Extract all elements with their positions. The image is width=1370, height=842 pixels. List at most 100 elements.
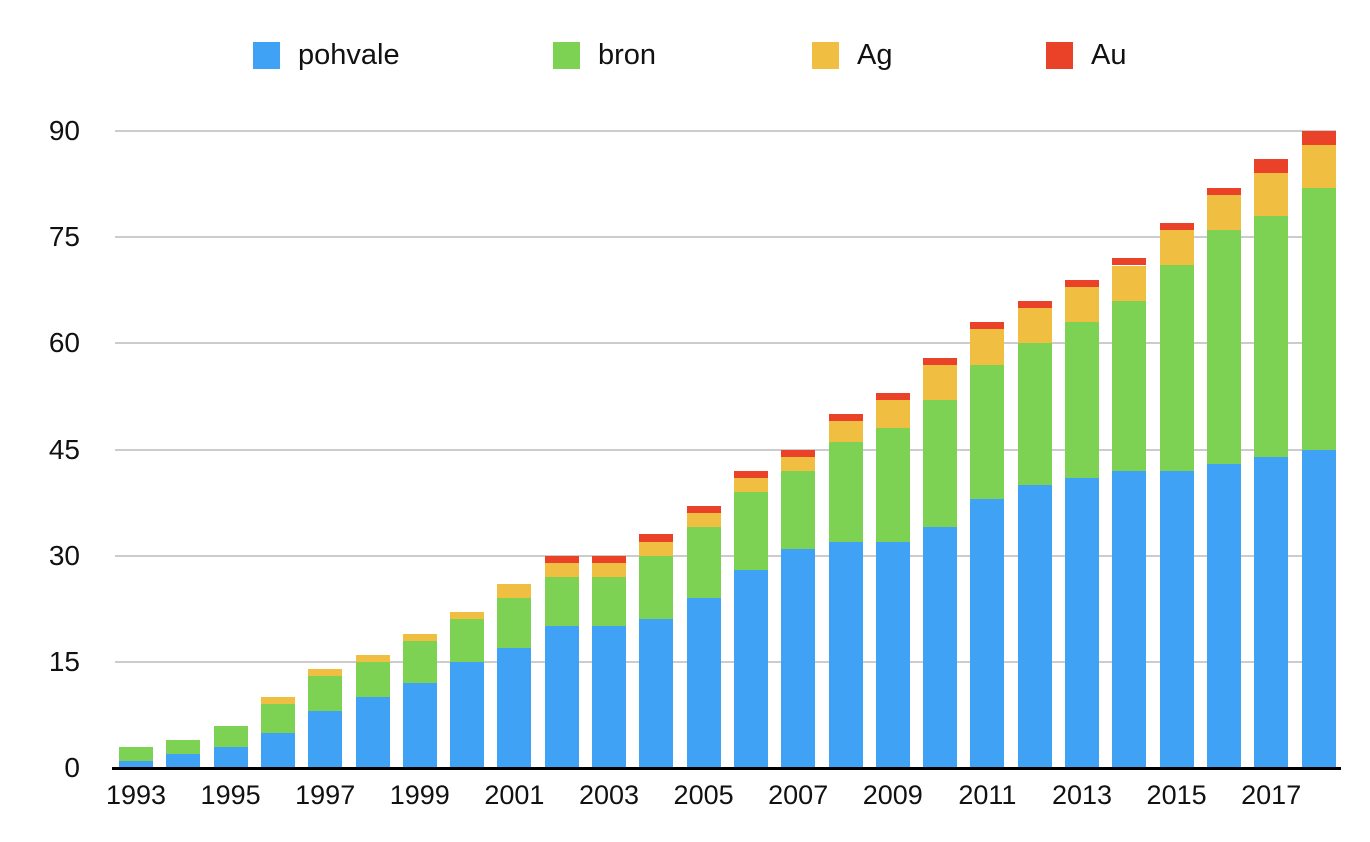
- bar-segment-Ag-2018[interactable]: [1301, 145, 1336, 188]
- bar-segment-bron-2008[interactable]: [828, 442, 863, 542]
- bar-segment-Au-2006[interactable]: [733, 470, 768, 478]
- bar-segment-Au-2017[interactable]: [1254, 159, 1289, 174]
- bar-segment-bron-2014[interactable]: [1112, 300, 1147, 471]
- bar-segment-pohvale-2008[interactable]: [828, 541, 863, 768]
- bar-segment-pohvale-1999[interactable]: [402, 683, 437, 768]
- bar-segment-bron-2009[interactable]: [875, 428, 910, 542]
- bar-segment-bron-1995[interactable]: [213, 725, 248, 747]
- bar-segment-bron-2004[interactable]: [639, 555, 674, 620]
- bar-segment-pohvale-2015[interactable]: [1159, 470, 1194, 768]
- bar-segment-Au-2011[interactable]: [970, 322, 1005, 330]
- bar-segment-bron-1998[interactable]: [355, 661, 390, 698]
- bar-segment-bron-1996[interactable]: [260, 704, 295, 733]
- bar-segment-Ag-2017[interactable]: [1254, 173, 1289, 216]
- bar-segment-pohvale-2002[interactable]: [544, 626, 579, 768]
- bar-segment-bron-2001[interactable]: [497, 598, 532, 648]
- bar-segment-pohvale-2000[interactable]: [450, 661, 485, 768]
- bar-segment-bron-2010[interactable]: [923, 399, 958, 528]
- bar-segment-Ag-1996[interactable]: [260, 697, 295, 705]
- bar-segment-Au-2004[interactable]: [639, 534, 674, 542]
- bar-segment-pohvale-2010[interactable]: [923, 527, 958, 768]
- bar-segment-Au-2018[interactable]: [1301, 131, 1336, 146]
- bar-segment-Ag-2010[interactable]: [923, 364, 958, 400]
- bar-segment-pohvale-2013[interactable]: [1065, 477, 1099, 768]
- bar-segment-bron-2012[interactable]: [1017, 343, 1052, 485]
- bar-segment-Au-2009[interactable]: [875, 392, 910, 400]
- bar-segment-Au-2010[interactable]: [923, 357, 958, 365]
- bar-segment-Au-2015[interactable]: [1159, 223, 1194, 231]
- bar-segment-Ag-2001[interactable]: [497, 584, 532, 599]
- bar-2013: [1065, 131, 1099, 768]
- bar-segment-pohvale-2009[interactable]: [875, 541, 910, 768]
- bar-segment-bron-2007[interactable]: [781, 470, 816, 549]
- bar-segment-bron-2018[interactable]: [1301, 187, 1336, 450]
- bar-segment-bron-2011[interactable]: [970, 364, 1005, 500]
- legend-item-bron[interactable]: bron: [553, 39, 656, 71]
- bar-segment-Ag-2006[interactable]: [733, 477, 768, 492]
- bar-segment-Ag-2003[interactable]: [592, 562, 626, 577]
- x-axis-label-2007: 2007: [768, 780, 829, 810]
- bar-segment-Ag-1997[interactable]: [308, 668, 343, 676]
- bar-segment-Ag-2014[interactable]: [1112, 265, 1147, 301]
- legend-item-pohvale[interactable]: pohvale: [253, 39, 400, 71]
- bar-segment-pohvale-2006[interactable]: [733, 569, 768, 768]
- bar-segment-Ag-2008[interactable]: [828, 421, 863, 443]
- bar-segment-bron-1999[interactable]: [402, 640, 437, 684]
- bar-segment-Au-2014[interactable]: [1112, 258, 1147, 266]
- bar-segment-Ag-2000[interactable]: [450, 612, 485, 620]
- bar-segment-pohvale-2016[interactable]: [1206, 463, 1241, 768]
- bar-segment-Ag-2002[interactable]: [544, 562, 579, 577]
- bar-segment-Ag-1999[interactable]: [402, 633, 437, 641]
- legend-item-Au[interactable]: Au: [1046, 39, 1126, 71]
- bar-segment-pohvale-2014[interactable]: [1112, 470, 1147, 768]
- bar-segment-Au-2013[interactable]: [1065, 279, 1099, 287]
- bar-segment-bron-2005[interactable]: [686, 527, 721, 599]
- bar-segment-bron-1993[interactable]: [119, 746, 153, 761]
- bar-segment-bron-2002[interactable]: [544, 576, 579, 627]
- bar-segment-Au-2016[interactable]: [1206, 187, 1241, 195]
- bar-segment-pohvale-1998[interactable]: [355, 697, 390, 768]
- bar-segment-pohvale-1994[interactable]: [166, 753, 201, 768]
- bar-segment-pohvale-2005[interactable]: [686, 598, 721, 768]
- bar-segment-Ag-2007[interactable]: [781, 456, 816, 471]
- bar-segment-Ag-2015[interactable]: [1159, 230, 1194, 266]
- bar-segment-Ag-2005[interactable]: [686, 513, 721, 528]
- bar-segment-Ag-2009[interactable]: [875, 399, 910, 429]
- bar-segment-pohvale-2004[interactable]: [639, 619, 674, 768]
- bar-segment-Au-2002[interactable]: [544, 555, 579, 563]
- bar-segment-Ag-2016[interactable]: [1206, 194, 1241, 231]
- bar-segment-Ag-1998[interactable]: [355, 654, 390, 662]
- bar-segment-bron-2006[interactable]: [733, 491, 768, 570]
- bar-segment-Au-2012[interactable]: [1017, 300, 1052, 308]
- bar-segment-Ag-2004[interactable]: [639, 541, 674, 556]
- bar-segment-bron-2013[interactable]: [1065, 322, 1099, 478]
- bar-segment-pohvale-2011[interactable]: [970, 499, 1005, 768]
- bar-2014: [1112, 131, 1147, 768]
- bar-segment-pohvale-1993[interactable]: [119, 760, 153, 768]
- bar-segment-bron-1994[interactable]: [166, 739, 201, 754]
- bar-segment-bron-1997[interactable]: [308, 676, 343, 712]
- bar-segment-pohvale-1996[interactable]: [260, 732, 295, 768]
- bar-segment-Ag-2011[interactable]: [970, 329, 1005, 365]
- bar-segment-Ag-2012[interactable]: [1017, 307, 1052, 344]
- bar-segment-pohvale-1997[interactable]: [308, 711, 343, 768]
- bar-1998: [355, 131, 390, 768]
- bar-segment-Au-2008[interactable]: [828, 414, 863, 422]
- bar-segment-pohvale-2012[interactable]: [1017, 484, 1052, 768]
- bar-segment-bron-2000[interactable]: [450, 619, 485, 662]
- bar-segment-pohvale-1995[interactable]: [213, 746, 248, 768]
- bar-segment-Au-2003[interactable]: [592, 555, 626, 563]
- bar-segment-Ag-2013[interactable]: [1065, 286, 1099, 323]
- bar-segment-bron-2016[interactable]: [1206, 230, 1241, 464]
- bar-segment-pohvale-2018[interactable]: [1301, 449, 1336, 768]
- bar-segment-Au-2005[interactable]: [686, 506, 721, 514]
- bar-segment-pohvale-2007[interactable]: [781, 548, 816, 768]
- bar-segment-pohvale-2017[interactable]: [1254, 456, 1289, 768]
- bar-segment-bron-2015[interactable]: [1159, 265, 1194, 471]
- bar-segment-pohvale-2003[interactable]: [592, 626, 626, 768]
- bar-segment-Au-2007[interactable]: [781, 449, 816, 457]
- bar-segment-pohvale-2001[interactable]: [497, 647, 532, 768]
- bar-segment-bron-2003[interactable]: [592, 576, 626, 627]
- bar-segment-bron-2017[interactable]: [1254, 215, 1289, 457]
- legend-item-Ag[interactable]: Ag: [812, 39, 892, 71]
